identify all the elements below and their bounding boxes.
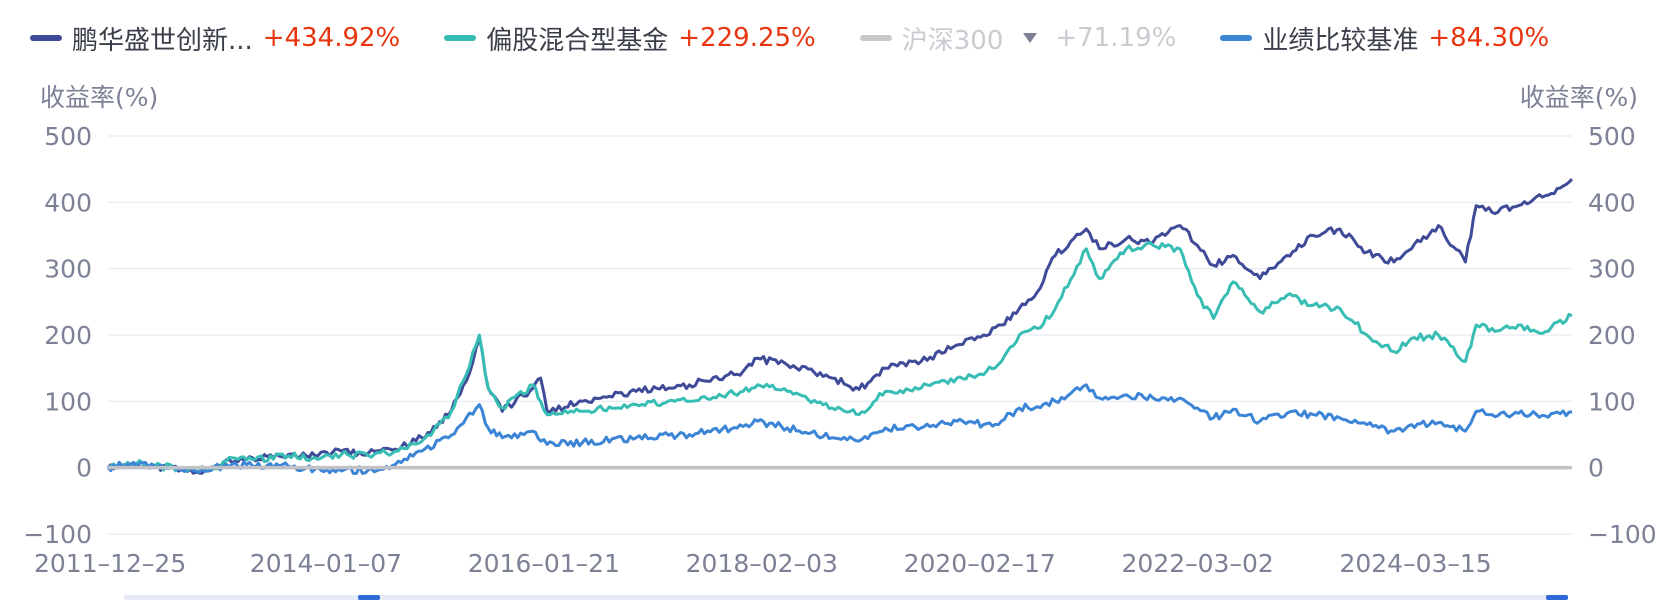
x-tick-label: 2024–03–15: [1339, 549, 1491, 578]
series-line: [106, 178, 1574, 475]
legend-name-hs300: 沪深300: [901, 25, 1004, 56]
y-tick-label-right: 0: [1588, 454, 1604, 483]
x-tick-label: 2011–12–25: [34, 549, 186, 578]
legend-name-mixed: 偏股混合型基金: [486, 25, 669, 56]
y-tick-label-left: −100: [23, 520, 92, 549]
legend-value-mixed: +229.25%: [678, 23, 816, 53]
zoom-scrollbar-track[interactable]: [124, 595, 1568, 600]
y-tick-label-right: 300: [1588, 255, 1636, 284]
legend-item-fund[interactable]: 鹏华盛世创新... +434.92%: [30, 20, 400, 57]
legend-swatch-hs300: [859, 35, 892, 41]
legend-swatch-benchmark: [1220, 35, 1253, 41]
y-tick-label-right: 200: [1588, 321, 1636, 350]
legend-value-benchmark: +84.30%: [1428, 23, 1550, 53]
y-tick-label-right: 500: [1588, 122, 1636, 151]
y-tick-label-left: 0: [76, 454, 92, 483]
series-line: [107, 241, 1573, 474]
y-tick-label-right: 100: [1588, 387, 1636, 416]
legend-value-hs300: +71.19%: [1055, 23, 1177, 53]
y-tick-label-left: 200: [44, 321, 92, 350]
y-tick-label-right: 400: [1588, 188, 1636, 217]
zoom-handle-left[interactable]: [358, 595, 381, 600]
x-tick-label: 2016–01–21: [468, 549, 620, 578]
x-tick-label: 2022–03–02: [1122, 549, 1274, 578]
chevron-down-icon[interactable]: [1023, 33, 1038, 43]
y-tick-label-left: 100: [44, 387, 92, 416]
legend-swatch-mixed: [444, 35, 477, 41]
x-tick-label: 2014–01–07: [250, 549, 402, 578]
x-tick-label: 2020–02–17: [904, 549, 1056, 578]
y-tick-label-left: 400: [44, 188, 92, 217]
y-axis-unit-right: 收益率(%): [1519, 83, 1638, 112]
x-tick-label: 2018–02–03: [686, 549, 838, 578]
legend-name-fund: 鹏华盛世创新...: [72, 25, 253, 56]
legend-name-benchmark: 业绩比较基准: [1262, 25, 1419, 56]
legend-swatch-fund: [30, 35, 62, 41]
zoom-handle-right[interactable]: [1546, 595, 1568, 600]
legend-item-mixed[interactable]: 偏股混合型基金 +229.25%: [444, 20, 816, 57]
legend-value-fund: +434.92%: [262, 23, 401, 53]
legend: 鹏华盛世创新... +434.92% 偏股混合型基金 +229.25% 沪深30…: [30, 18, 1549, 58]
y-tick-label-right: −100: [1588, 520, 1657, 549]
legend-item-hs300[interactable]: 沪深300 +71.19%: [859, 20, 1177, 57]
y-axis-unit-left: 收益率(%): [40, 83, 159, 112]
y-tick-label-left: 300: [44, 255, 92, 284]
legend-item-benchmark[interactable]: 业绩比较基准 +84.30%: [1220, 20, 1549, 57]
y-tick-label-left: 500: [44, 122, 92, 151]
series-line: [106, 383, 1573, 475]
